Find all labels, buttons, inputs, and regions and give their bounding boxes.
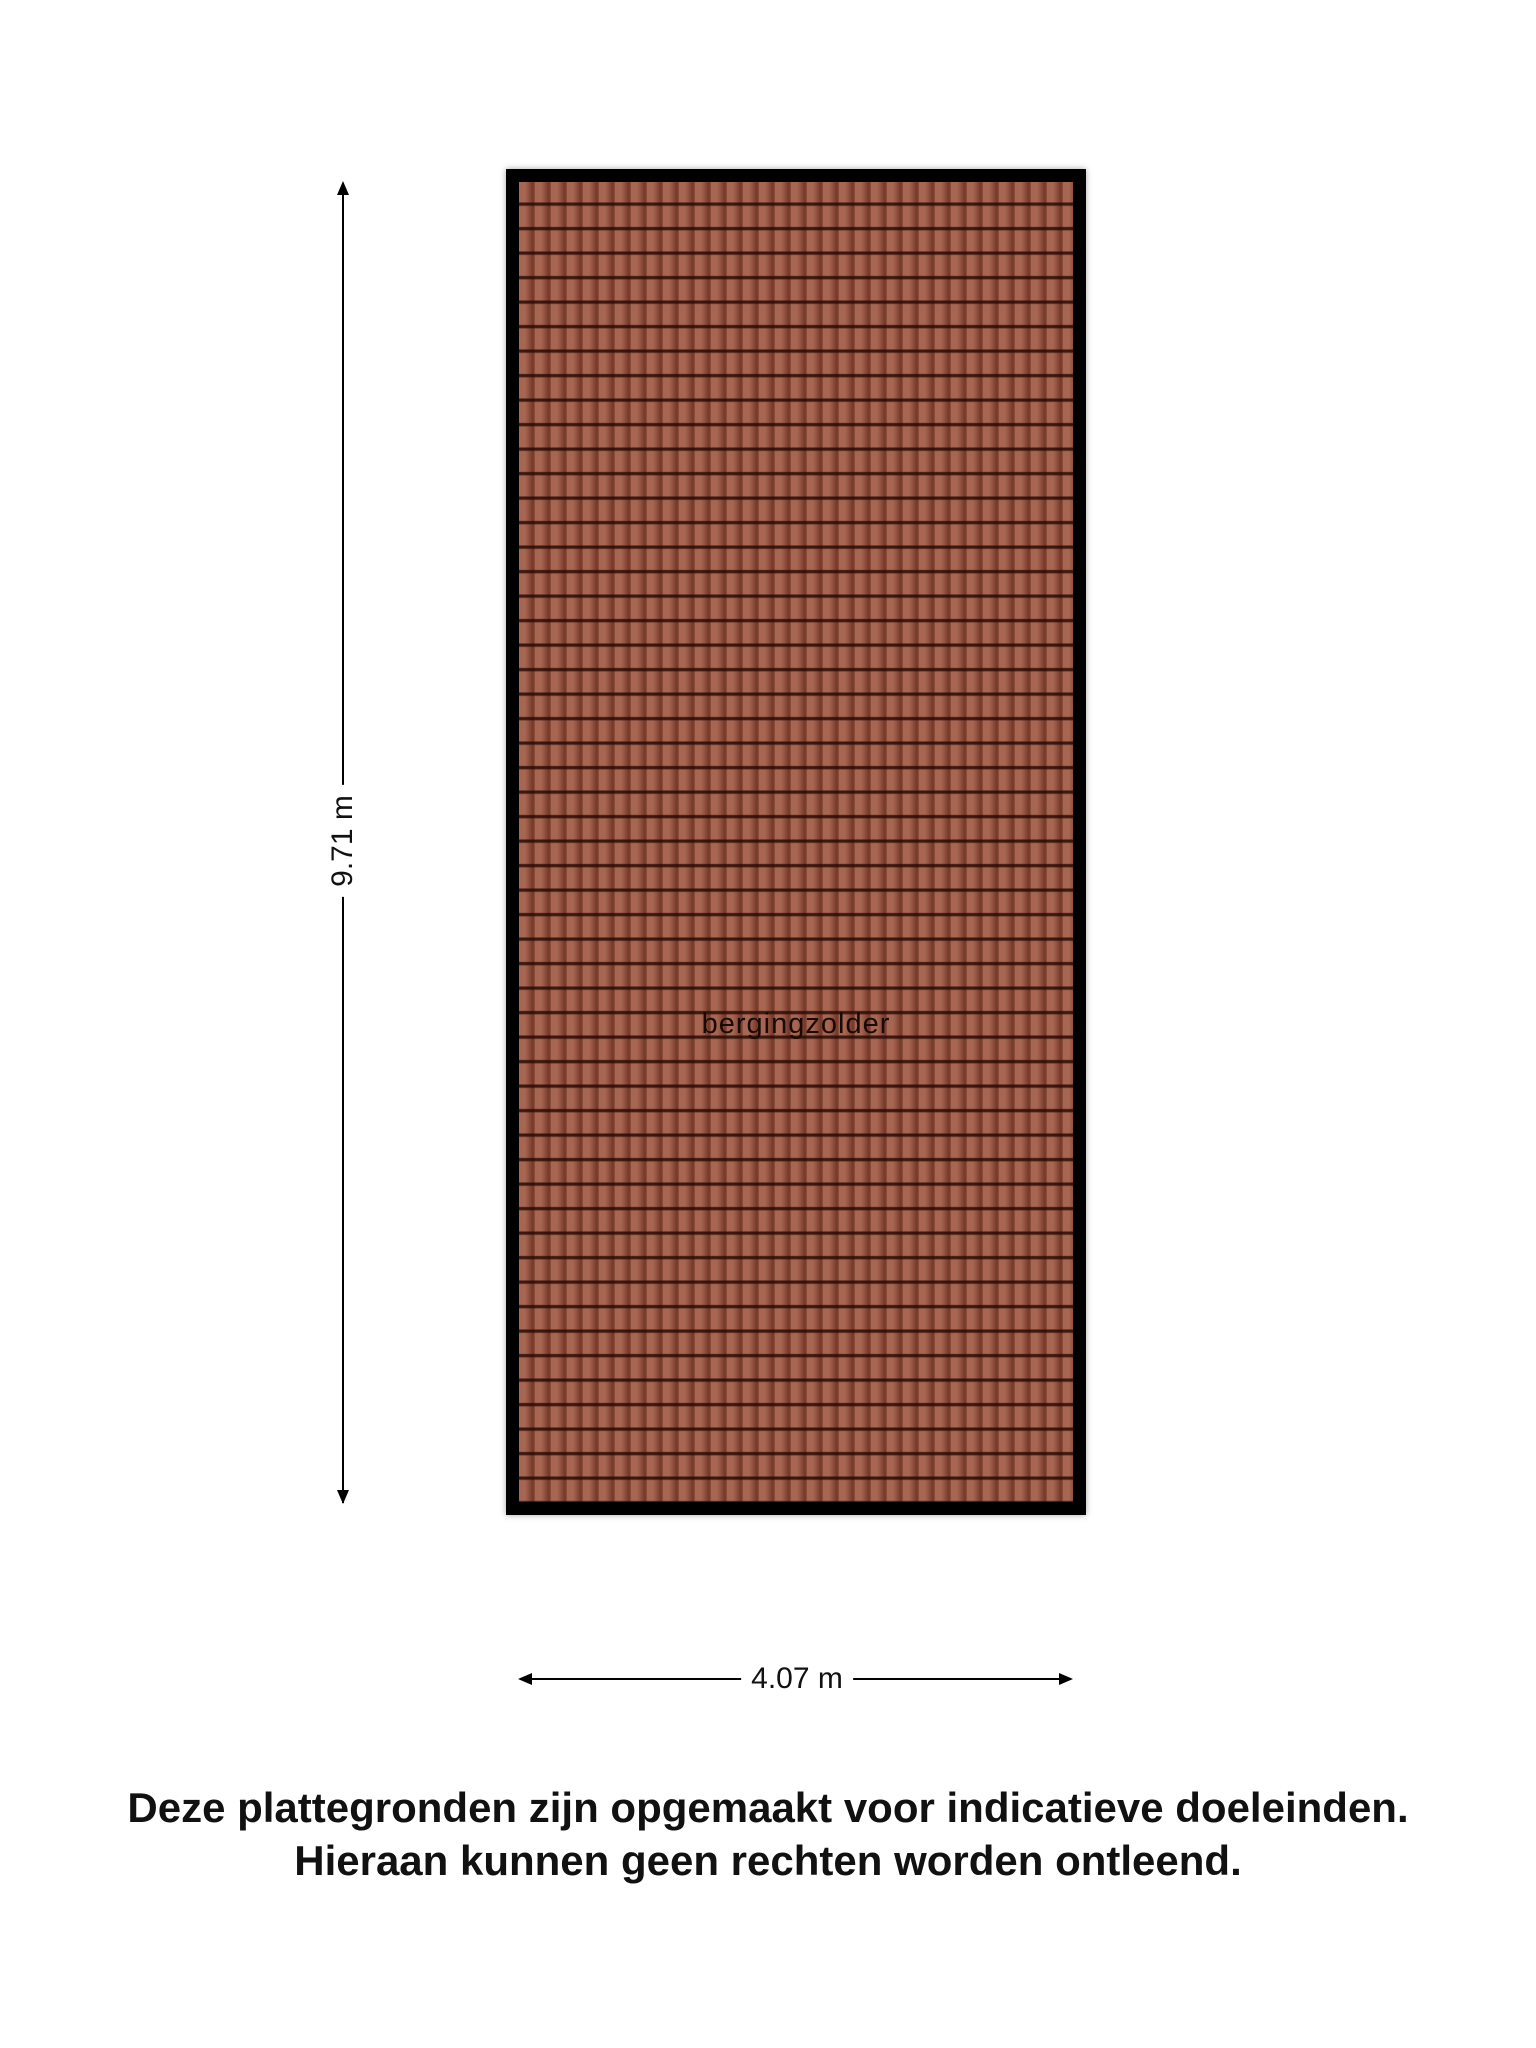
roof-tile-fill: bergingzolder	[519, 182, 1073, 1502]
room-label: bergingzolder	[701, 1008, 891, 1040]
disclaimer-line-2: Hieraan kunnen geen rechten worden ontle…	[294, 1837, 1242, 1884]
arrow-right-icon	[1059, 1673, 1073, 1685]
arrow-down-icon	[337, 1490, 349, 1504]
arrow-up-icon	[337, 181, 349, 195]
disclaimer-line-1: Deze plattegronden zijn opgemaakt voor i…	[127, 1784, 1409, 1831]
room-bergingzolder: bergingzolder	[506, 169, 1086, 1515]
height-label: 9.71 m	[326, 785, 360, 897]
width-label: 4.07 m	[741, 1662, 853, 1696]
arrow-left-icon	[518, 1673, 532, 1685]
